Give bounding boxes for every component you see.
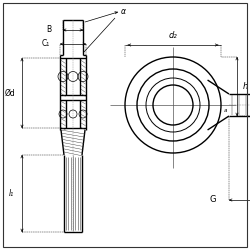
Text: l₁: l₁: [8, 189, 14, 198]
Text: a: a: [224, 108, 228, 112]
Text: Ød: Ød: [4, 88, 16, 98]
Text: h: h: [242, 82, 248, 91]
Text: α: α: [121, 6, 126, 16]
Text: G: G: [210, 196, 216, 204]
Text: B: B: [46, 26, 52, 35]
Text: C₁: C₁: [42, 40, 50, 48]
Text: d₂: d₂: [168, 32, 177, 40]
